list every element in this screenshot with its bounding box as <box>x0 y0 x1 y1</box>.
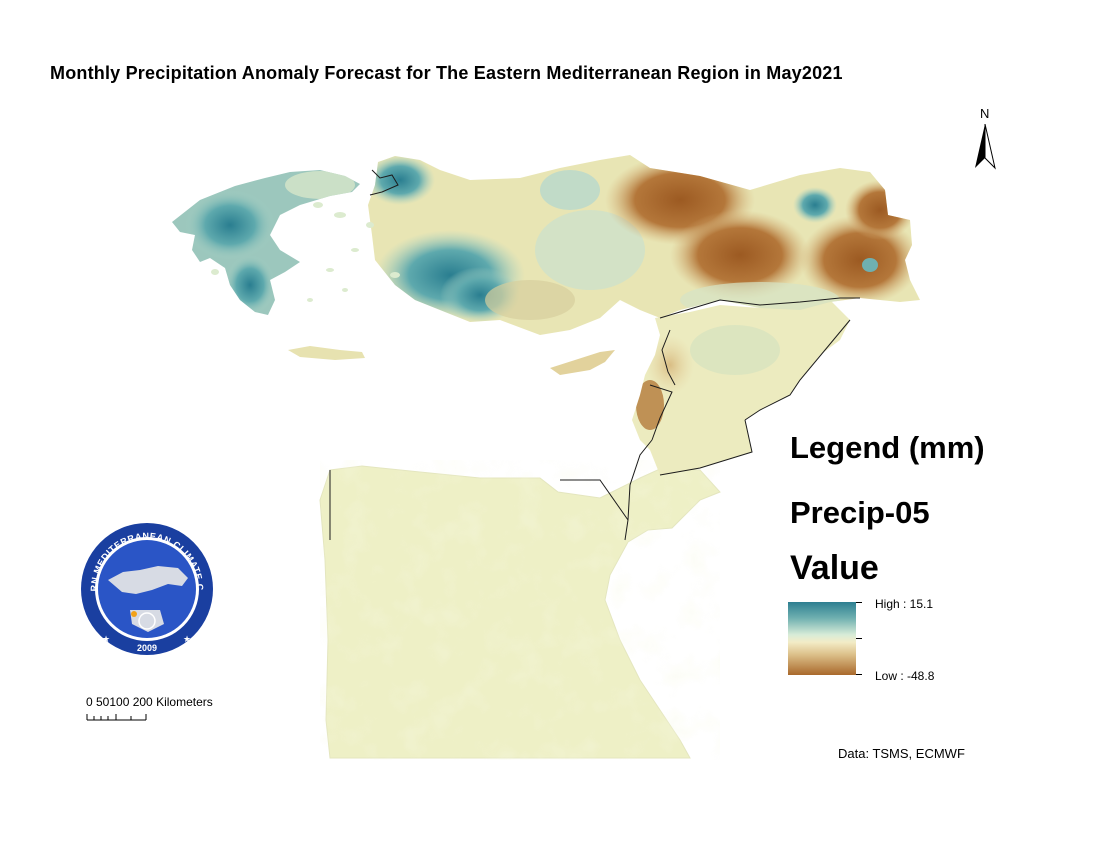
legend-title: Legend (mm) <box>790 430 985 465</box>
svg-text:★: ★ <box>183 634 191 644</box>
scale-bar-graphic <box>86 714 147 721</box>
legend-low-label: Low : -48.8 <box>875 669 935 683</box>
legend-field-name: Value <box>790 549 879 587</box>
north-label: N <box>980 106 990 121</box>
svg-text:2009: 2009 <box>137 643 157 653</box>
legend-layer-name: Precip-05 <box>790 495 930 530</box>
legend-tick-mid <box>856 638 862 639</box>
svg-text:★: ★ <box>102 634 110 644</box>
scale-bar-label: 0 50100 200 Kilometers <box>86 695 213 709</box>
aegean-islands <box>211 202 400 302</box>
north-arrow-icon <box>975 124 996 170</box>
crete-island <box>288 346 365 360</box>
scale-bar: 0 50100 200 Kilometers <box>86 695 213 722</box>
map-title: Monthly Precipitation Anomaly Forecast f… <box>50 63 843 83</box>
legend-tick-low <box>856 674 862 675</box>
north-arrow: N <box>970 106 1000 170</box>
data-source: Data: TSMS, ECMWF <box>838 746 965 761</box>
legend-high-label: High : 15.1 <box>875 597 934 611</box>
country-borders <box>329 169 860 541</box>
legend-color-ramp <box>788 602 856 675</box>
legend-tick-high <box>856 602 862 603</box>
cyprus-island <box>550 350 615 375</box>
emcc-logo: EASTERN MEDITERRANEAN CLIMATE CENTRE 200… <box>78 520 215 657</box>
